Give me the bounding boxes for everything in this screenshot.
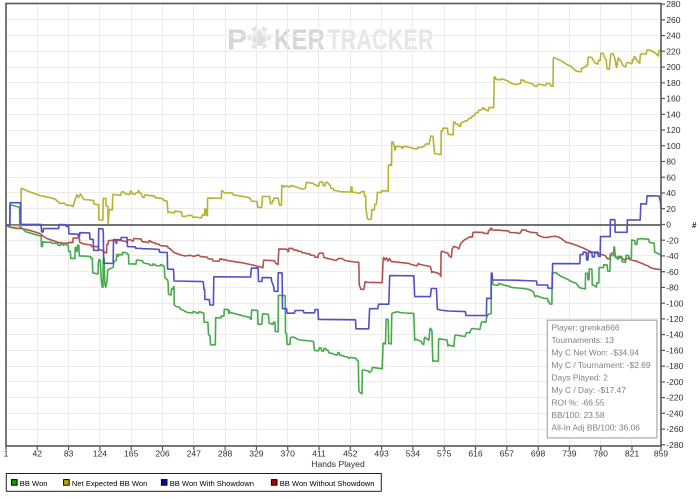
svg-text:821: 821	[625, 448, 640, 458]
svg-text:140: 140	[666, 109, 681, 119]
svg-text:Tournaments: 13: Tournaments: 13	[552, 335, 615, 345]
svg-text:616: 616	[468, 448, 483, 458]
svg-text:-200: -200	[666, 377, 683, 387]
svg-text:240: 240	[666, 31, 681, 41]
svg-text:My C / Day: -$17.47: My C / Day: -$17.47	[552, 385, 627, 395]
svg-text:247: 247	[187, 448, 202, 458]
svg-text:-60: -60	[666, 267, 679, 277]
svg-text:My C / Tournament: -$2.69: My C / Tournament: -$2.69	[552, 360, 651, 370]
svg-text:Net Expected BB Won: Net Expected BB Won	[72, 479, 147, 488]
svg-text:657: 657	[500, 448, 515, 458]
svg-text:-120: -120	[666, 314, 683, 324]
svg-text:Days Played: 2: Days Played: 2	[552, 373, 609, 383]
svg-text:-20: -20	[666, 235, 679, 245]
svg-text:83: 83	[64, 448, 74, 458]
svg-text:575: 575	[437, 448, 452, 458]
svg-text:100: 100	[666, 141, 681, 151]
svg-text:329: 329	[249, 448, 264, 458]
svg-text:Player: grenka666: Player: grenka666	[552, 322, 620, 332]
svg-text:-180: -180	[666, 361, 683, 371]
svg-text:370: 370	[281, 448, 296, 458]
svg-text:698: 698	[531, 448, 546, 458]
svg-text:Hands Played: Hands Played	[311, 459, 365, 469]
svg-text:P: P	[227, 25, 247, 57]
svg-text:124: 124	[93, 448, 108, 458]
svg-text:-40: -40	[666, 251, 679, 261]
svg-text:ROI %: -66.55: ROI %: -66.55	[552, 398, 605, 408]
svg-text:120: 120	[666, 125, 681, 135]
svg-text:180: 180	[666, 78, 681, 88]
svg-text:42: 42	[33, 448, 43, 458]
svg-text:288: 288	[218, 448, 233, 458]
svg-text:BB/100: 23.58: BB/100: 23.58	[552, 410, 605, 420]
svg-text:-260: -260	[666, 424, 683, 434]
svg-text:160: 160	[666, 94, 681, 104]
svg-text:-100: -100	[666, 298, 683, 308]
svg-text:411: 411	[312, 448, 326, 458]
svg-text:80: 80	[666, 157, 676, 167]
svg-text:452: 452	[343, 448, 358, 458]
svg-text:-220: -220	[666, 393, 683, 403]
svg-text:534: 534	[406, 448, 421, 458]
svg-text:My C Net Won: -$34.94: My C Net Won: -$34.94	[552, 347, 640, 357]
svg-text:-160: -160	[666, 346, 683, 356]
svg-text:BB Won Without Showdown: BB Won Without Showdown	[280, 479, 375, 488]
svg-text:780: 780	[594, 448, 609, 458]
svg-text:#: #	[692, 221, 697, 230]
svg-text:206: 206	[155, 448, 170, 458]
svg-text:493: 493	[374, 448, 389, 458]
svg-text:-80: -80	[666, 283, 679, 293]
svg-text:220: 220	[666, 46, 681, 56]
svg-text:0: 0	[666, 220, 671, 230]
svg-text:40: 40	[666, 188, 676, 198]
svg-text:739: 739	[562, 448, 577, 458]
svg-text:280: 280	[666, 0, 681, 9]
svg-text:-280: -280	[666, 440, 683, 450]
svg-text:260: 260	[666, 15, 681, 25]
svg-text:-140: -140	[666, 330, 683, 340]
svg-text:60: 60	[666, 172, 676, 182]
svg-text:859: 859	[654, 448, 669, 458]
svg-text:200: 200	[666, 62, 681, 72]
svg-text:20: 20	[666, 204, 676, 214]
svg-text:165: 165	[124, 448, 139, 458]
svg-text:BB Won: BB Won	[20, 479, 48, 488]
svg-text:All-In Adj BB/100: 36.06: All-In Adj BB/100: 36.06	[552, 423, 641, 433]
svg-text:1: 1	[4, 448, 9, 458]
svg-text:-240: -240	[666, 408, 683, 418]
svg-text:BB Won With Showdown: BB Won With Showdown	[170, 479, 254, 488]
